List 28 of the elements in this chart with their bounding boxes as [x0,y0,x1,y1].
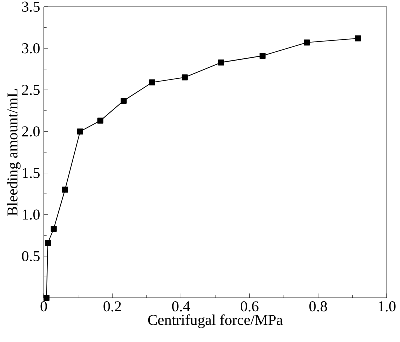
point [218,60,224,66]
point [45,240,52,246]
x-tick-label: 0.4 [172,302,190,312]
y-tick-label: 0.5 [22,251,40,262]
y-tick-label: 3.0 [22,43,40,54]
point [62,186,68,193]
x-tick-label: 0 [40,302,48,312]
point [50,226,57,232]
point [98,118,104,124]
x-tick-label: 1.0 [378,302,396,312]
point [44,294,50,301]
point [182,74,188,81]
y-tick-label: 2.5 [22,85,40,96]
point [120,98,127,104]
point [304,40,310,46]
x-tick-label: 0.2 [104,302,122,312]
point [355,36,362,42]
y-axis-title: Bleeding amount/mL [7,89,21,216]
point [149,80,156,86]
x-tick-label: 0.6 [240,302,259,312]
point [77,128,84,135]
x-tick-label: 0.8 [310,302,328,312]
y-tick-label: 3.5 [22,2,40,12]
y-tick-label: 1.5 [23,168,40,178]
point [260,53,266,60]
y-tick-label: 2.0 [22,126,40,137]
y-tick-label: 1.0 [23,210,40,220]
x-axis-title: Centrifugal force/MPa [148,314,283,328]
